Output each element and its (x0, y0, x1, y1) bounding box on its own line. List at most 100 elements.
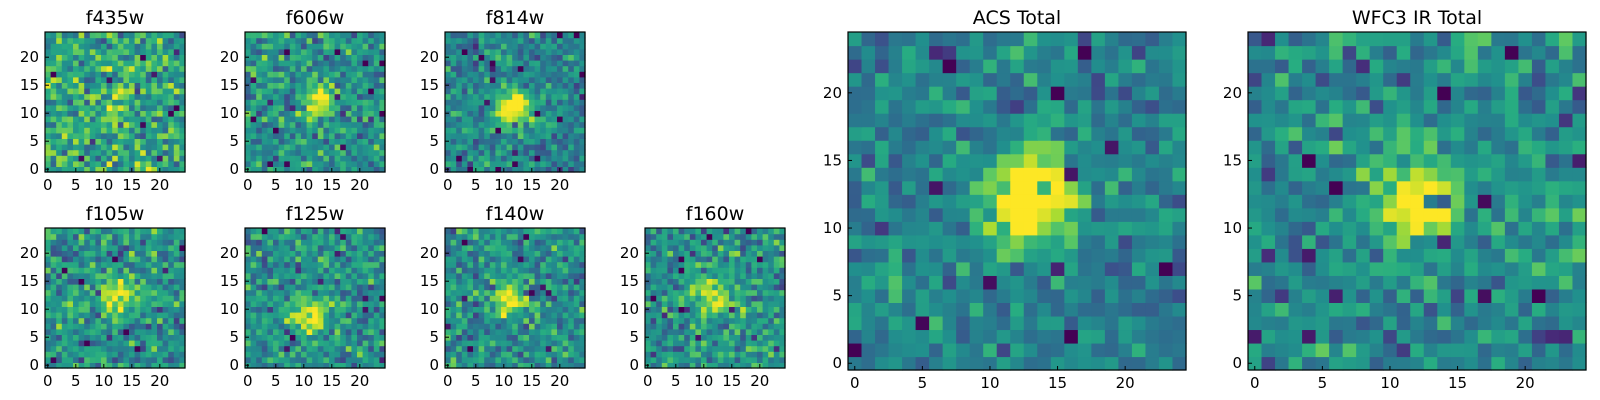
heatmap-cell (751, 351, 758, 358)
heatmap-cell (362, 233, 369, 240)
heatmap-cell (73, 244, 80, 251)
heatmap-cell (534, 256, 541, 263)
heatmap-cell (467, 345, 474, 352)
heatmap-cell (89, 328, 96, 335)
axes-frame (244, 227, 386, 369)
heatmap-cell (489, 116, 496, 123)
heatmap-cell (478, 60, 485, 67)
heatmap-cell (450, 32, 457, 39)
heatmap-cell (295, 345, 302, 352)
heatmap-cell (317, 362, 324, 369)
heatmap-cell (267, 278, 274, 285)
heatmap-cell (1023, 234, 1038, 249)
heatmap-cell (173, 144, 180, 151)
heatmap-cell (661, 323, 668, 330)
heatmap-cell (1010, 126, 1025, 141)
heatmap-cell (562, 99, 569, 106)
heatmap-cell (673, 323, 680, 330)
heatmap-cell (95, 121, 102, 128)
heatmap-cell (545, 37, 552, 44)
heatmap-cell (73, 132, 80, 139)
heatmap-cell (712, 233, 719, 240)
heatmap-cell (73, 76, 80, 83)
heatmap-cell (368, 110, 375, 117)
heatmap-cell (545, 160, 552, 167)
heatmap-cell (757, 334, 764, 341)
heatmap-cell (78, 127, 85, 134)
heatmap-cell (301, 54, 308, 61)
heatmap-cell (368, 256, 375, 263)
heatmap-cell (551, 239, 558, 246)
heatmap-cell (50, 340, 57, 347)
heatmap-cell (312, 278, 319, 285)
heatmap-cell (140, 295, 147, 302)
heatmap-cell (317, 127, 324, 134)
heatmap-cell (250, 356, 257, 363)
heatmap-cell (540, 351, 547, 358)
heatmap-cell (684, 228, 691, 235)
heatmap-cell (345, 256, 352, 263)
heatmap-cell (740, 351, 747, 358)
heatmap-cell (78, 272, 85, 279)
heatmap-cell (157, 110, 164, 117)
heatmap-cell (84, 345, 91, 352)
heatmap-cell (317, 132, 324, 139)
heatmap-cell (706, 228, 713, 235)
heatmap-cell (357, 323, 364, 330)
heatmap-cell (379, 345, 386, 352)
heatmap-cell (706, 356, 713, 363)
heatmap-cell (295, 261, 302, 268)
heatmap-cell (345, 312, 352, 319)
heatmap-cell (667, 228, 674, 235)
heatmap-cell (568, 362, 575, 369)
heatmap-cell (95, 278, 102, 285)
heatmap-cell (56, 345, 63, 352)
heatmap-cell (140, 144, 147, 151)
heatmap-cell (256, 300, 263, 307)
heatmap-cell (529, 312, 536, 319)
heatmap-cell (84, 328, 91, 335)
heatmap-cell (467, 250, 474, 257)
heatmap-cell (1050, 342, 1065, 358)
heatmap-cell (667, 284, 674, 291)
heatmap-cell (740, 267, 747, 274)
heatmap-cell (983, 140, 998, 155)
heatmap-cell (134, 48, 141, 55)
heatmap-cell (579, 323, 586, 330)
heatmap-cell (1050, 275, 1065, 290)
heatmap-cell (562, 32, 569, 39)
heatmap-cell (768, 300, 775, 307)
heatmap-cell (667, 317, 674, 324)
heatmap-cell (278, 121, 285, 128)
heatmap-cell (45, 356, 52, 363)
heatmap-cell (129, 76, 136, 83)
heatmap-cell (1104, 153, 1119, 168)
heatmap-cell (84, 166, 91, 173)
heatmap-cell (495, 166, 502, 173)
heatmap-cell (89, 37, 96, 44)
heatmap-cell (661, 351, 668, 358)
heatmap-cell (50, 43, 57, 50)
heatmap-cell (762, 356, 769, 363)
heatmap-cell (489, 43, 496, 50)
heatmap-cell (456, 239, 463, 246)
heatmap-cell (489, 76, 496, 83)
heatmap-cell (573, 300, 580, 307)
heatmap-cell (773, 306, 780, 313)
heatmap-cell (450, 60, 457, 67)
heatmap-cell (551, 250, 558, 257)
heatmap-cell (450, 149, 457, 156)
heatmap-cell (162, 317, 169, 324)
heatmap-cell (996, 302, 1011, 317)
heatmap-cell (734, 278, 741, 285)
heatmap-cell (267, 289, 274, 296)
heatmap-cell (512, 37, 519, 44)
heatmap-cell (467, 166, 474, 173)
heatmap-cell (106, 284, 113, 291)
heatmap-cell (573, 127, 580, 134)
heatmap-cell (345, 48, 352, 55)
heatmap-cell (278, 160, 285, 167)
heatmap-cell (357, 228, 364, 235)
heatmap-cell (579, 295, 586, 302)
heatmap-cell (1064, 342, 1079, 358)
